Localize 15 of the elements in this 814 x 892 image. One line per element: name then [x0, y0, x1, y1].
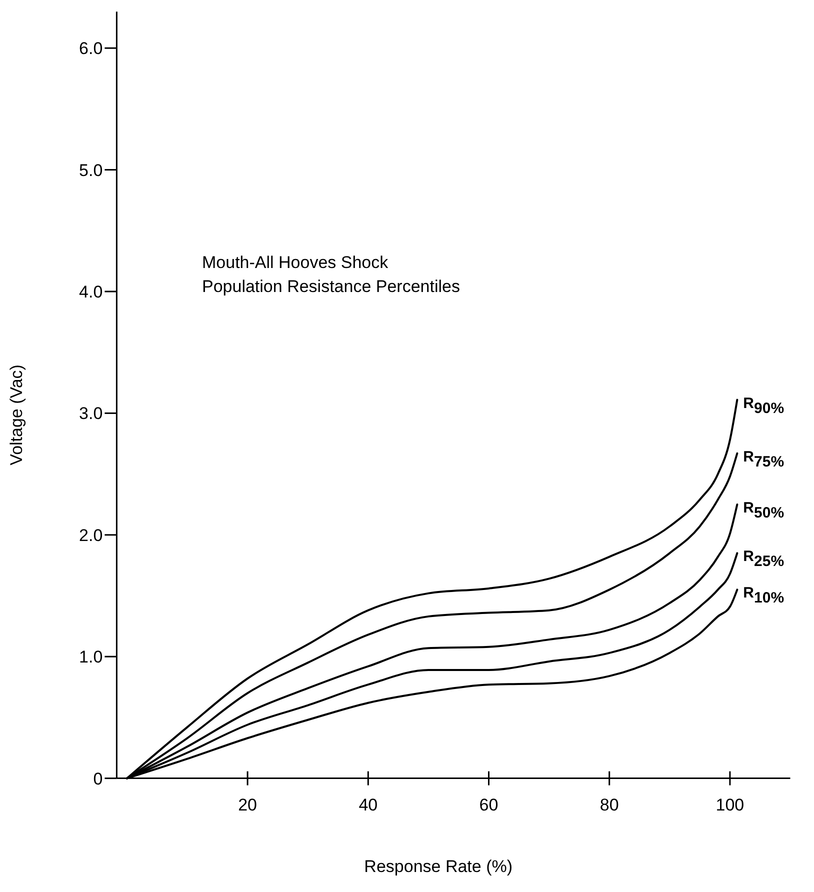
y-tick-label: 5.0 — [79, 160, 103, 180]
y-tick-label: 3.0 — [79, 404, 103, 424]
y-tick-label: 1.0 — [79, 648, 103, 667]
y-axis-title: Voltage (Vac) — [7, 364, 26, 466]
y-tick-label: 0 — [93, 769, 103, 788]
x-tick-label: 80 — [600, 795, 619, 814]
x-axis-title: Response Rate (%) — [364, 857, 513, 876]
y-tick-label: 6.0 — [79, 39, 103, 58]
x-tick-label: 100 — [716, 795, 744, 814]
y-tick-label: 4.0 — [79, 282, 103, 302]
x-tick-label: 40 — [358, 795, 378, 814]
x-tick-label: 60 — [479, 795, 498, 814]
text: Mouth-All Hooves Shock Population Resistance Percentiles — [202, 253, 460, 296]
y-tick-label: 2.0 — [79, 526, 103, 545]
x-tick-label: 20 — [238, 795, 258, 814]
